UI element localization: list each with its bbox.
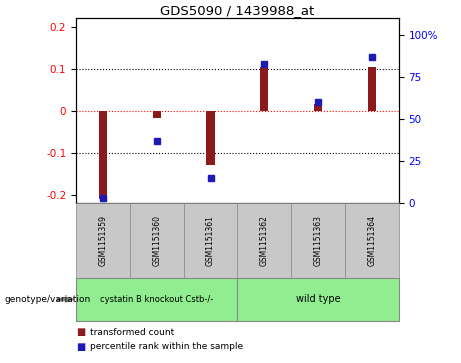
Text: wild type: wild type — [296, 294, 340, 305]
Text: GSM1151364: GSM1151364 — [367, 215, 376, 266]
Bar — [99, 111, 107, 199]
Bar — [153, 111, 161, 118]
Text: GSM1151362: GSM1151362 — [260, 215, 269, 266]
Text: GSM1151359: GSM1151359 — [99, 215, 107, 266]
Text: cystatin B knockout Cstb-/-: cystatin B knockout Cstb-/- — [100, 295, 213, 304]
Text: GSM1151361: GSM1151361 — [206, 215, 215, 266]
Text: GSM1151363: GSM1151363 — [313, 215, 323, 266]
Text: ■: ■ — [76, 327, 85, 337]
Text: genotype/variation: genotype/variation — [5, 295, 91, 304]
Text: ■: ■ — [76, 342, 85, 352]
Text: percentile rank within the sample: percentile rank within the sample — [90, 342, 243, 351]
Text: GSM1151360: GSM1151360 — [152, 215, 161, 266]
Text: transformed count: transformed count — [90, 328, 174, 337]
Title: GDS5090 / 1439988_at: GDS5090 / 1439988_at — [160, 4, 314, 17]
Bar — [314, 105, 322, 111]
Bar — [368, 66, 376, 111]
Bar — [207, 111, 214, 166]
Bar — [260, 66, 268, 111]
